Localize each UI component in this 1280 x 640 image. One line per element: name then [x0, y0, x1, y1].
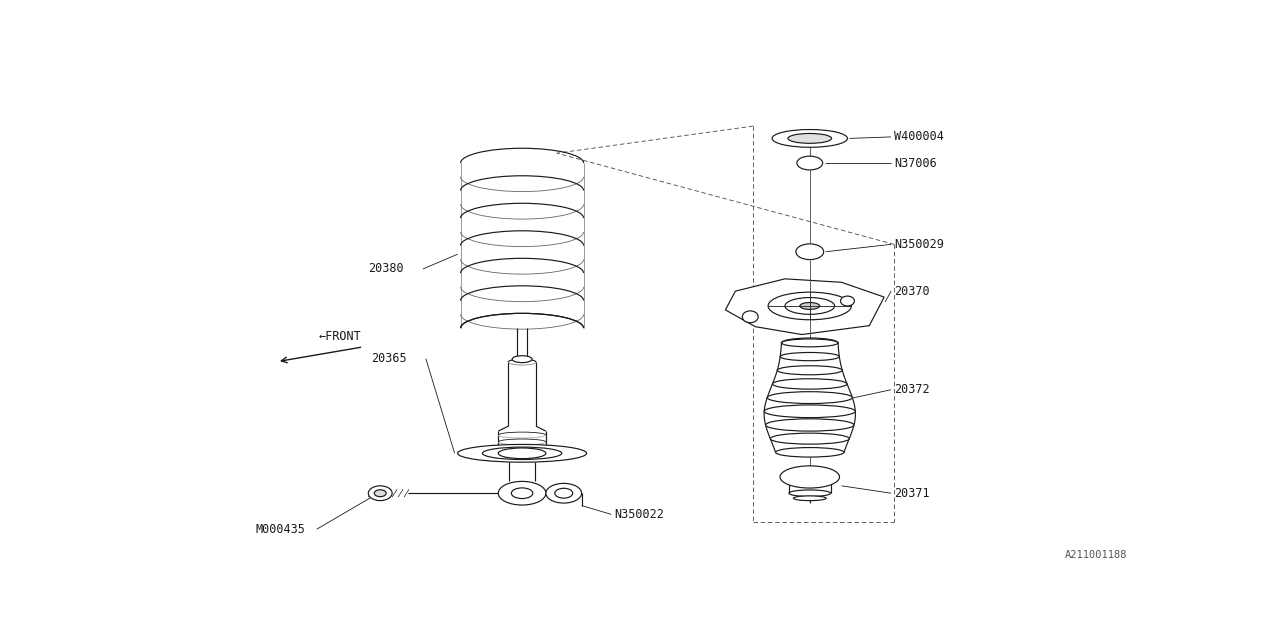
- Ellipse shape: [483, 447, 562, 460]
- Ellipse shape: [796, 244, 823, 260]
- Ellipse shape: [797, 156, 823, 170]
- Text: 20371: 20371: [895, 486, 929, 500]
- Ellipse shape: [788, 134, 832, 143]
- Ellipse shape: [776, 447, 844, 457]
- Ellipse shape: [794, 496, 826, 500]
- Ellipse shape: [782, 339, 838, 347]
- Ellipse shape: [498, 448, 545, 459]
- Ellipse shape: [768, 292, 851, 320]
- Ellipse shape: [765, 419, 854, 431]
- Text: N350029: N350029: [895, 238, 943, 251]
- Ellipse shape: [781, 353, 840, 361]
- Ellipse shape: [457, 444, 586, 462]
- Text: N350022: N350022: [614, 508, 664, 521]
- Text: M000435: M000435: [255, 523, 305, 536]
- Ellipse shape: [554, 488, 572, 498]
- Text: 20380: 20380: [369, 262, 404, 275]
- Ellipse shape: [764, 405, 855, 418]
- Text: ←FRONT: ←FRONT: [319, 330, 361, 343]
- Text: 20370: 20370: [895, 285, 929, 298]
- Ellipse shape: [800, 303, 819, 309]
- Ellipse shape: [780, 466, 840, 488]
- Ellipse shape: [498, 481, 545, 505]
- Ellipse shape: [545, 483, 581, 503]
- Text: W400004: W400004: [895, 131, 943, 143]
- Ellipse shape: [374, 490, 387, 497]
- Ellipse shape: [772, 129, 847, 147]
- Ellipse shape: [512, 356, 532, 363]
- Text: 20365: 20365: [371, 352, 407, 365]
- Ellipse shape: [742, 311, 758, 323]
- Ellipse shape: [772, 379, 847, 389]
- Ellipse shape: [788, 490, 831, 497]
- Ellipse shape: [785, 298, 835, 314]
- Ellipse shape: [369, 486, 392, 500]
- Ellipse shape: [767, 392, 852, 404]
- Text: 20372: 20372: [895, 383, 929, 396]
- Ellipse shape: [841, 296, 855, 306]
- Text: A211001188: A211001188: [1065, 550, 1128, 560]
- Ellipse shape: [771, 433, 849, 444]
- Polygon shape: [726, 279, 884, 335]
- Ellipse shape: [512, 488, 532, 499]
- Ellipse shape: [777, 365, 842, 375]
- Text: N37006: N37006: [895, 157, 937, 170]
